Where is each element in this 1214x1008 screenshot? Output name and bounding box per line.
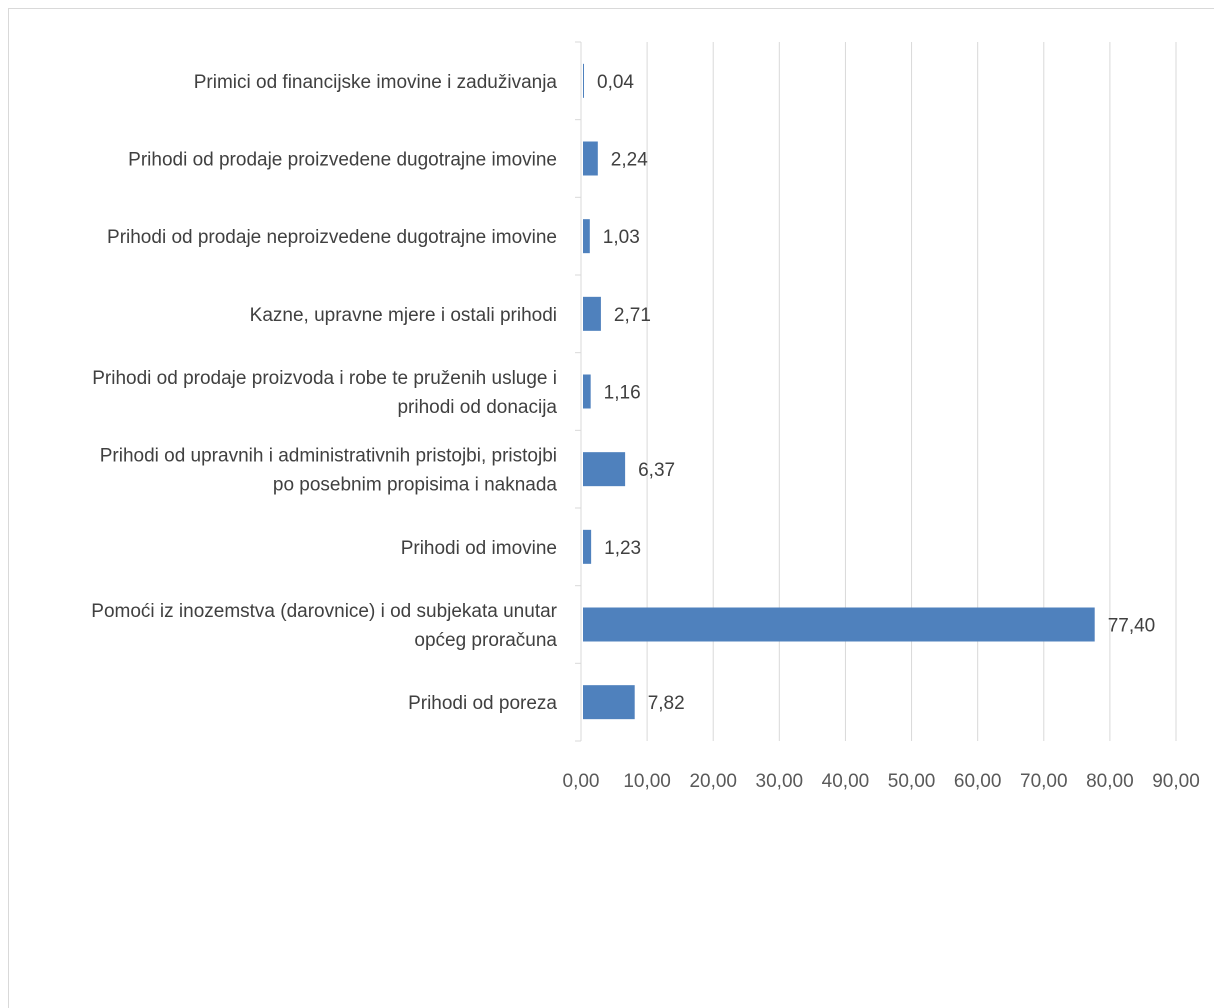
category-label-line: Prihodi od upravnih i administrativnih p… (100, 446, 557, 467)
category-label: Prihodi od imovine (401, 538, 557, 559)
category-label: Kazne, upravne mjere i ostali prihodi (250, 305, 557, 326)
category-label-line: Pomoći iz inozemstva (darovnice) i od su… (91, 601, 557, 622)
x-tick-label: 50,00 (888, 771, 936, 792)
x-tick-label: 80,00 (1086, 771, 1134, 792)
chart-frame (8, 8, 1214, 1008)
category-label: Prihodi od poreza (408, 693, 557, 714)
bar (583, 63, 584, 98)
data-label: 77,40 (1108, 616, 1156, 637)
x-tick-label: 60,00 (954, 771, 1002, 792)
data-label: 1,16 (604, 383, 641, 404)
category-label-line: Prihodi od prodaje proizvedene dugotrajn… (128, 150, 557, 171)
x-tick-label: 0,00 (563, 771, 600, 792)
bar (583, 374, 591, 409)
x-tick-label: 10,00 (623, 771, 671, 792)
category-label: Prihodi od prodaje proizvoda i robe te p… (92, 368, 557, 418)
bar (583, 141, 598, 176)
data-label: 2,71 (614, 305, 651, 326)
data-label: 7,82 (648, 693, 685, 714)
category-label: Primici od financijske imovine i zaduživ… (194, 72, 558, 93)
bars (583, 63, 1095, 720)
data-label: 1,03 (603, 227, 640, 248)
category-label: Prihodi od prodaje proizvedene dugotrajn… (128, 150, 557, 171)
x-tick-label: 90,00 (1152, 771, 1200, 792)
bar (583, 296, 601, 331)
category-axis (575, 41, 582, 742)
data-label: 6,37 (638, 460, 675, 481)
x-tick-label: 20,00 (689, 771, 737, 792)
data-label: 0,04 (597, 72, 634, 93)
bar (583, 607, 1095, 642)
x-tick-label: 70,00 (1020, 771, 1068, 792)
category-label: Prihodi od prodaje neproizvedene dugotra… (107, 227, 557, 248)
labels: 0,00 10,00 20,00 30,00 40,00 50,00 60,00 70,00 8… (91, 72, 1200, 792)
bar (583, 529, 592, 564)
category-label: Pomoći iz inozemstva (darovnice) i od su… (91, 601, 557, 651)
x-tick-label: 30,00 (756, 771, 804, 792)
bar-chart: 0,00 10,00 20,00 30,00 40,00 50,00 60,00 70,00 8… (91, 41, 1200, 792)
category-label-line: Prihodi od prodaje neproizvedene dugotra… (107, 227, 557, 248)
bar (583, 452, 626, 487)
category-label-line: općeg proračuna (414, 630, 557, 651)
category-label-line: Prihodi od imovine (401, 538, 557, 559)
bar (583, 685, 635, 720)
bar (583, 219, 590, 254)
category-label: Prihodi od upravnih i administrativnih p… (100, 446, 558, 496)
data-label: 2,24 (611, 150, 648, 171)
data-label: 1,23 (604, 538, 641, 559)
category-label-line: Prihodi od prodaje proizvoda i robe te p… (92, 368, 557, 389)
category-label-line: prihodi od donacija (397, 397, 557, 418)
x-tick-label: 40,00 (822, 771, 870, 792)
category-label-line: Primici od financijske imovine i zaduživ… (194, 72, 558, 93)
category-label-line: po posebnim propisima i naknada (273, 475, 558, 496)
category-label-line: Prihodi od poreza (408, 693, 557, 714)
category-label-line: Kazne, upravne mjere i ostali prihodi (250, 305, 557, 326)
